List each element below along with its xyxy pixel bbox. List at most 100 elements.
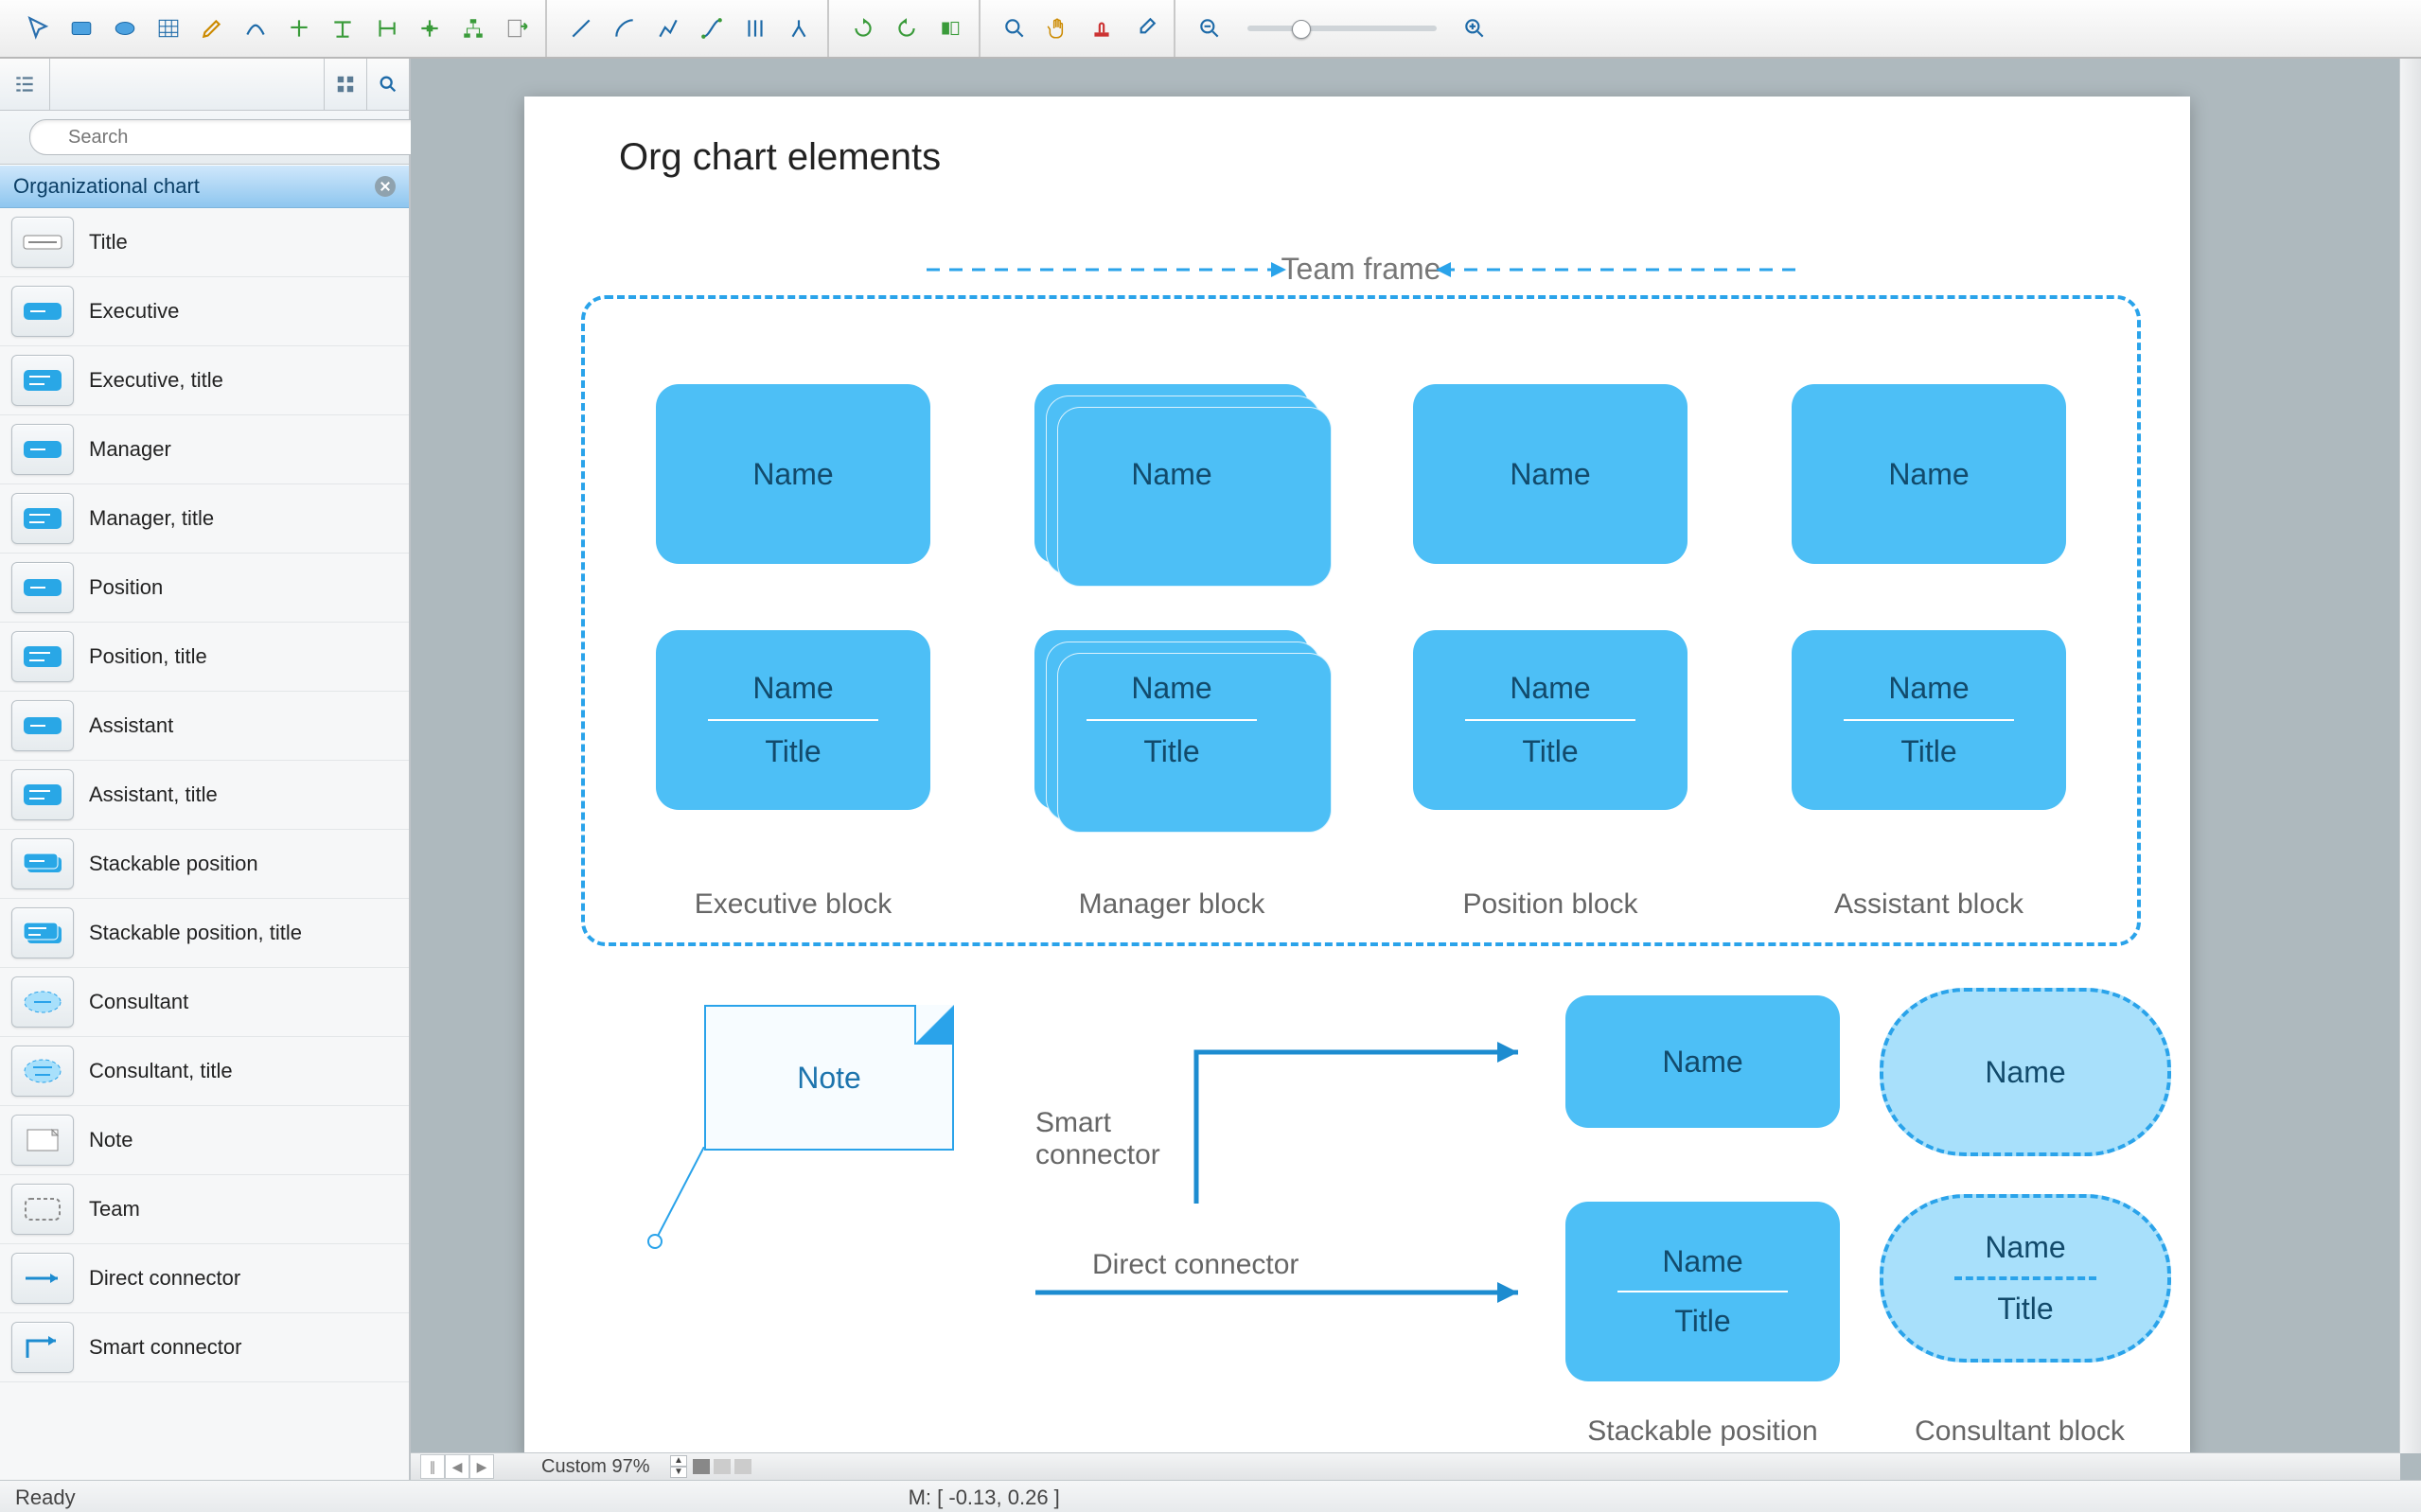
zoom-in-tool[interactable] (996, 9, 1034, 47)
zoom-slider[interactable] (1234, 26, 1450, 31)
edit-tool[interactable] (193, 9, 231, 47)
team-frame-arrow-left-icon (927, 255, 1305, 284)
org-block[interactable]: Name (1034, 384, 1309, 564)
column-caption: Executive block (695, 888, 892, 921)
library-item-label: Consultant (89, 990, 188, 1014)
library-item[interactable]: Smart connector (0, 1313, 409, 1382)
page-nav-next-icon[interactable]: ▶ (469, 1454, 494, 1479)
library-sidebar: Organizational chart TitleExecutiveExecu… (0, 59, 411, 1480)
org-block[interactable]: Name (1413, 384, 1688, 564)
library-item[interactable]: Direct connector (0, 1244, 409, 1313)
page[interactable]: Org chart elements Team frame NameNameNa (524, 97, 2190, 1459)
library-item-thumb (11, 217, 74, 268)
direct-connector-label: Direct connector (1092, 1249, 1299, 1281)
zoom-stepper[interactable]: ▲▼ (670, 1455, 687, 1478)
library-item[interactable]: Position (0, 554, 409, 623)
bezier-tool[interactable] (693, 9, 731, 47)
library-item[interactable]: Consultant (0, 968, 409, 1037)
zoom-out-btn[interactable] (1191, 9, 1228, 47)
consultant-name-title-block[interactable]: Name Title (1880, 1194, 2171, 1363)
poly-tool[interactable] (649, 9, 687, 47)
branch-t-tool[interactable] (324, 9, 362, 47)
search-input[interactable] (29, 119, 436, 155)
page-nav-prev-icon[interactable]: ◀ (445, 1454, 469, 1479)
library-item[interactable]: Position, title (0, 623, 409, 692)
pointer-tool[interactable] (19, 9, 57, 47)
library-item-thumb (11, 562, 74, 613)
status-ready: Ready (15, 1486, 76, 1510)
flip-tool[interactable] (931, 9, 969, 47)
stackable-name-block[interactable]: Name (1565, 995, 1840, 1128)
library-tree-icon[interactable] (0, 59, 50, 110)
stackable-name-title-block[interactable]: Name Title (1565, 1202, 1840, 1381)
library-item-label: Team (89, 1197, 140, 1222)
smart-connector-icon[interactable] (1187, 1033, 1537, 1213)
team-frame-arrow-right-icon (1417, 255, 1795, 284)
library-item[interactable]: Note (0, 1106, 409, 1175)
line-tool[interactable] (562, 9, 600, 47)
org-block[interactable]: NameTitle (656, 630, 930, 810)
pan-tool[interactable] (1039, 9, 1077, 47)
library-item[interactable]: Manager (0, 415, 409, 484)
library-item-label: Assistant (89, 713, 173, 738)
zoom-in-btn[interactable] (1456, 9, 1493, 47)
canvas-scrollbar-vertical[interactable] (2399, 59, 2421, 1453)
tree-tool[interactable] (454, 9, 492, 47)
library-search-icon[interactable] (366, 59, 409, 110)
multi-tool[interactable] (736, 9, 774, 47)
library-item[interactable]: Assistant, title (0, 761, 409, 830)
canvas-area: Org chart elements Team frame NameNameNa (411, 59, 2421, 1480)
library-search (0, 111, 409, 165)
smart-connector-label: Smartconnector (1035, 1107, 1160, 1171)
split-tool[interactable] (780, 9, 818, 47)
library-item[interactable]: Manager, title (0, 484, 409, 554)
note-shape[interactable]: Note (704, 1005, 954, 1151)
main-area: Organizational chart TitleExecutiveExecu… (0, 59, 2421, 1480)
rect-tool[interactable] (62, 9, 100, 47)
library-item[interactable]: Stackable position, title (0, 899, 409, 968)
org-block[interactable]: NameTitle (1034, 630, 1309, 810)
library-item[interactable]: Team (0, 1175, 409, 1244)
export-tool[interactable] (498, 9, 536, 47)
org-block[interactable]: NameTitle (1413, 630, 1688, 810)
library-item-label: Stackable position (89, 852, 258, 876)
branch-hub-tool[interactable] (411, 9, 449, 47)
library-item[interactable]: Assistant (0, 692, 409, 761)
team-frame[interactable]: Team frame NameNameNameNameNameTitleName… (581, 295, 2141, 946)
close-icon[interactable] (375, 176, 396, 197)
table-tool[interactable] (150, 9, 187, 47)
page-nav: ∥ ◀ ▶ (420, 1453, 494, 1480)
library-section-header[interactable]: Organizational chart (0, 165, 409, 208)
library-grid-icon[interactable] (324, 59, 366, 110)
view-mode-icons[interactable] (693, 1457, 759, 1476)
branch-l-tool[interactable] (280, 9, 318, 47)
org-block[interactable]: Name (1792, 384, 2066, 564)
consultant-name-block[interactable]: Name (1880, 988, 2171, 1156)
org-block[interactable]: Name (656, 384, 930, 564)
sidebar-top-strip (0, 59, 409, 111)
library-item-list: TitleExecutiveExecutive, titleManagerMan… (0, 208, 409, 1480)
oval-tool[interactable] (106, 9, 144, 47)
arc-tool[interactable] (606, 9, 644, 47)
curve-tool[interactable] (237, 9, 274, 47)
canvas-scroll[interactable]: Org chart elements Team frame NameNameNa (411, 59, 2421, 1480)
branch-r-tool[interactable] (367, 9, 405, 47)
library-item-thumb (11, 700, 74, 751)
top-toolbar (0, 0, 2421, 59)
library-item-label: Direct connector (89, 1266, 240, 1291)
library-item[interactable]: Consultant, title (0, 1037, 409, 1106)
library-item[interactable]: Executive, title (0, 346, 409, 415)
library-item[interactable]: Executive (0, 277, 409, 346)
page-nav-pause-icon[interactable]: ∥ (420, 1454, 445, 1479)
zoom-value[interactable]: Custom 97% (534, 1455, 664, 1478)
library-item-thumb (11, 1322, 74, 1373)
library-item[interactable]: Title (0, 208, 409, 277)
library-item-label: Note (89, 1128, 133, 1152)
rotate-ccw-tool[interactable] (888, 9, 926, 47)
stamp-tool[interactable] (1083, 9, 1121, 47)
org-block[interactable]: NameTitle (1792, 630, 2066, 810)
rotate-cw-tool[interactable] (844, 9, 882, 47)
eyedrop-tool[interactable] (1126, 9, 1164, 47)
library-item[interactable]: Stackable position (0, 830, 409, 899)
library-item-thumb (11, 838, 74, 889)
